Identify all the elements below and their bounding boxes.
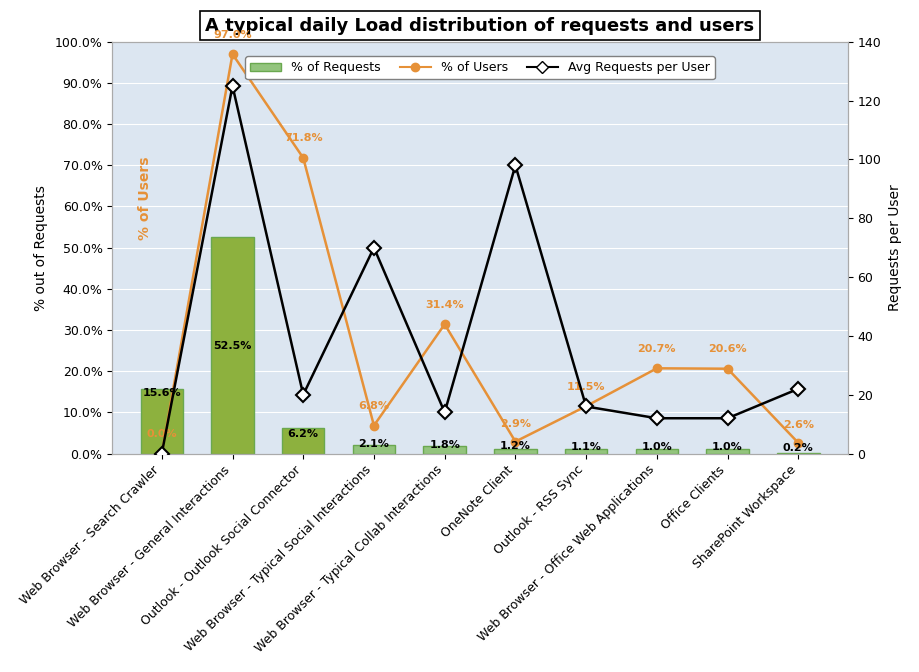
- Text: 97.0%: 97.0%: [213, 30, 252, 40]
- Text: 20.6%: 20.6%: [709, 344, 747, 354]
- Bar: [636, 450, 678, 454]
- Title: A typical daily Load distribution of requests and users: A typical daily Load distribution of req…: [206, 17, 754, 35]
- Bar: [141, 389, 183, 454]
- Text: 2.9%: 2.9%: [500, 419, 531, 429]
- Text: 1.0%: 1.0%: [712, 442, 743, 452]
- Bar: [353, 445, 395, 454]
- Text: 1.2%: 1.2%: [500, 442, 531, 452]
- Bar: [494, 449, 537, 454]
- Bar: [282, 428, 324, 454]
- Bar: [777, 453, 820, 454]
- Text: 2.6%: 2.6%: [783, 421, 814, 431]
- Y-axis label: Requests per User: Requests per User: [889, 184, 902, 311]
- Text: 0.2%: 0.2%: [783, 444, 813, 454]
- Text: 6.8%: 6.8%: [358, 401, 390, 411]
- Text: 31.4%: 31.4%: [425, 300, 464, 310]
- Text: 6.2%: 6.2%: [288, 429, 319, 439]
- Text: 1.1%: 1.1%: [571, 442, 602, 452]
- Bar: [424, 446, 466, 454]
- Text: 20.7%: 20.7%: [638, 344, 676, 354]
- Text: 71.8%: 71.8%: [284, 134, 323, 144]
- Text: 11.5%: 11.5%: [567, 382, 606, 392]
- Text: 52.5%: 52.5%: [213, 341, 252, 351]
- Bar: [707, 450, 749, 454]
- Text: 15.6%: 15.6%: [142, 388, 181, 398]
- Text: 1.0%: 1.0%: [641, 442, 672, 452]
- Bar: [211, 237, 254, 454]
- Bar: [565, 449, 607, 454]
- Text: % of Users: % of Users: [139, 157, 153, 240]
- Legend: % of Requests, % of Users, Avg Requests per User: % of Requests, % of Users, Avg Requests …: [245, 56, 715, 79]
- Y-axis label: % out of Requests: % out of Requests: [34, 185, 48, 310]
- Text: 0.0%: 0.0%: [146, 429, 177, 439]
- Text: 2.1%: 2.1%: [358, 439, 390, 450]
- Text: 1.8%: 1.8%: [429, 440, 460, 450]
